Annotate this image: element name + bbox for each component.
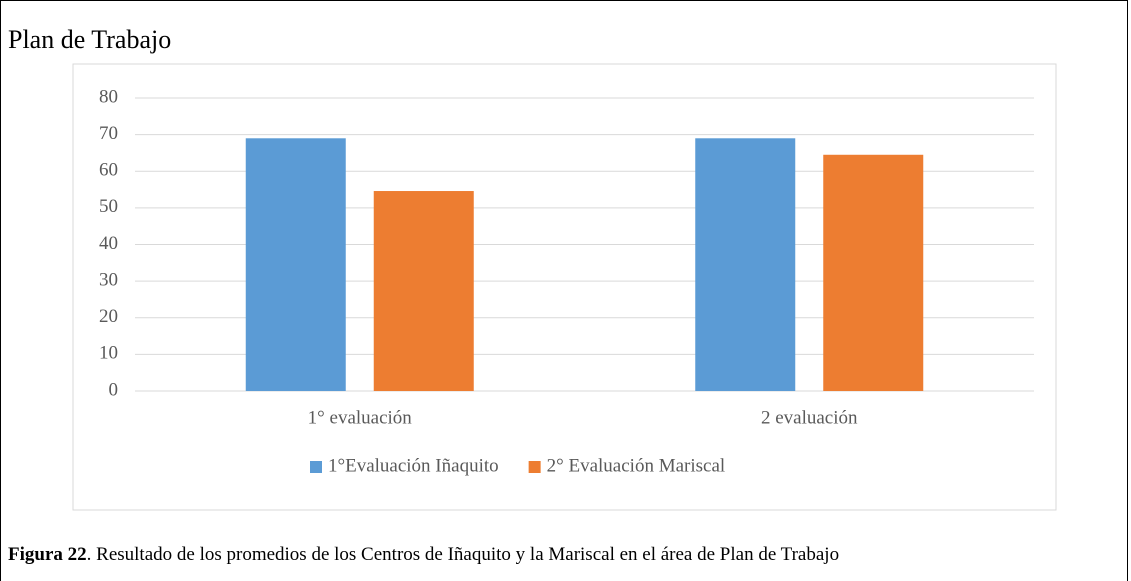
bar [373, 191, 474, 391]
y-tick-label: 50 [99, 196, 118, 217]
y-tick-label: 20 [99, 306, 118, 327]
y-tick-label: 30 [99, 269, 118, 290]
caption-label: Figura 22 [8, 544, 87, 565]
y-tick-label: 80 [99, 86, 118, 107]
legend-swatch [528, 461, 541, 473]
chart: Plan de Trabajo 0 10 20 30 40 50 60 70 80 1° eval… [8, 25, 1057, 511]
caption: Figura 22. Resultado de los promedios de… [8, 544, 1118, 565]
legend-swatch [310, 461, 322, 473]
x-tick-label: 2 evaluación [761, 407, 858, 428]
caption-text: . Resultado de los promedios de los Cent… [86, 544, 840, 565]
y-tick-label: 70 [99, 123, 118, 144]
x-tick-label: 1° evaluación [308, 407, 413, 428]
legend-label: 2° Evaluación Mariscal [547, 455, 726, 476]
y-tick-label: 40 [99, 233, 118, 254]
y-tick-label: 60 [99, 160, 118, 181]
y-tick-label: 0 [109, 379, 119, 400]
legend-label: 1°Evaluación Iñaquito [328, 455, 499, 476]
bar [823, 154, 924, 391]
y-tick-label: 10 [99, 343, 118, 364]
bar [695, 138, 796, 391]
chart-title: Plan de Trabajo [8, 25, 171, 54]
bar [245, 138, 346, 391]
